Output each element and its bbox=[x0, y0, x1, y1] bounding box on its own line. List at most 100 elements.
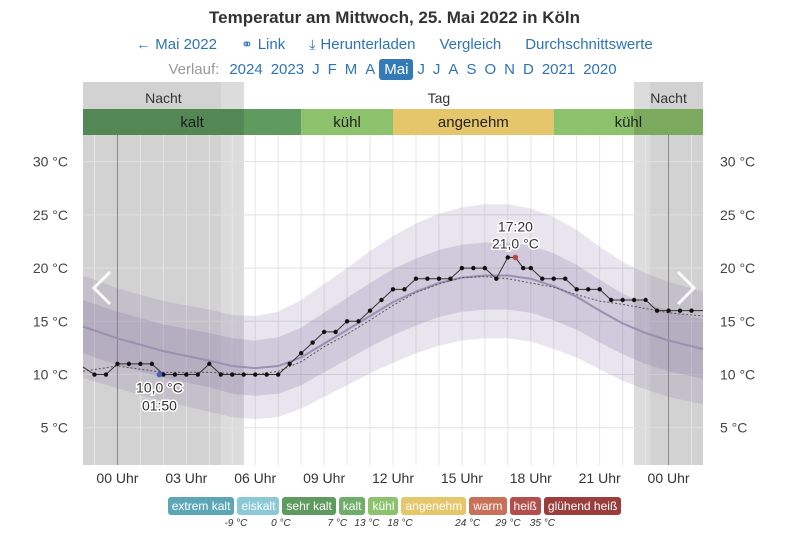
temperature-point-49 bbox=[631, 297, 637, 303]
y-tick-right-5: 30 °C bbox=[720, 154, 755, 170]
daynight-label-0: Nacht bbox=[145, 90, 182, 106]
history-item-12[interactable]: N bbox=[504, 61, 515, 78]
link-icon: ⚭ bbox=[240, 36, 253, 52]
daynight-label-2: Nacht bbox=[650, 90, 687, 106]
legend-threshold-0: -9 °C bbox=[224, 518, 248, 529]
annotation-marker-0 bbox=[512, 254, 519, 261]
legend-chip-8: glühend heiß bbox=[543, 497, 622, 515]
history-item-14[interactable]: 2021 bbox=[541, 61, 576, 78]
next-day-chevron-icon[interactable] bbox=[676, 270, 697, 306]
temperature-point-2 bbox=[103, 372, 109, 377]
temperature-point-3 bbox=[115, 361, 120, 367]
temperature-point-12 bbox=[218, 372, 223, 377]
history-item-10[interactable]: S bbox=[466, 61, 477, 78]
comfort-band-label-2: angenehm bbox=[438, 114, 509, 131]
history-item-7[interactable]: J bbox=[417, 61, 425, 78]
y-tick-right-3: 20 °C bbox=[720, 260, 755, 276]
x-tick-7: 21 Uhr bbox=[579, 470, 621, 486]
history-item-8[interactable]: J bbox=[432, 61, 441, 78]
comfort-band-2 bbox=[393, 109, 554, 135]
temperature-point-27 bbox=[390, 287, 396, 292]
download-link[interactable]: ⤓ Herunterladen bbox=[309, 36, 416, 53]
history-item-11[interactable]: O bbox=[484, 61, 497, 78]
history-item-9[interactable]: A bbox=[448, 61, 459, 78]
legend-chip-7: heiß bbox=[509, 497, 541, 515]
x-tick-2: 06 Uhr bbox=[234, 470, 276, 486]
legend-threshold-3: 13 °C bbox=[354, 518, 380, 529]
temperature-point-46 bbox=[597, 287, 602, 292]
temperature-point-28 bbox=[402, 287, 407, 292]
history-item-2[interactable]: J bbox=[312, 61, 320, 78]
annotation-value-1: 10,0 °C bbox=[136, 380, 183, 396]
x-tick-1: 03 Uhr bbox=[165, 470, 207, 486]
temperature-point-9 bbox=[184, 372, 189, 377]
temperature-point-39 bbox=[521, 265, 526, 271]
temperature-point-18 bbox=[287, 361, 292, 367]
comfort-band-label-3: kühl bbox=[615, 114, 643, 131]
legend-chip-2: sehr kalt bbox=[282, 497, 336, 515]
temperature-point-13 bbox=[230, 372, 235, 377]
legend-chip-3: kalt bbox=[338, 497, 366, 515]
temperature-point-14 bbox=[241, 372, 246, 377]
y-tick-right-0: 5 °C bbox=[720, 420, 747, 436]
y-tick-right-1: 10 °C bbox=[720, 367, 755, 383]
y-tick-left-4: 25 °C bbox=[33, 207, 68, 223]
chart-title: Temperatur am Mittwoch, 25. Mai 2022 in … bbox=[209, 8, 580, 27]
comfort-band-label-0: kalt bbox=[180, 114, 204, 131]
temperature-point-53 bbox=[677, 308, 683, 313]
legend-chip-4: kühl bbox=[368, 497, 399, 515]
temperature-point-45 bbox=[585, 287, 591, 292]
twilight-shade-1 bbox=[634, 82, 651, 465]
temperature-point-22 bbox=[333, 329, 338, 335]
temperature-point-29 bbox=[413, 276, 419, 281]
link-link[interactable]: ⚭ Link bbox=[240, 36, 286, 53]
temperature-point-34 bbox=[471, 265, 476, 271]
history-item-0[interactable]: 2024 bbox=[229, 61, 263, 78]
legend-threshold-2: 7 °C bbox=[327, 518, 348, 529]
legend-chip-6: warm bbox=[469, 497, 507, 515]
legend-chip-5: angenehm bbox=[401, 497, 467, 515]
annotation-time-1: 01:50 bbox=[142, 398, 177, 414]
legend-threshold-5: 24 °C bbox=[455, 518, 481, 529]
temperature-point-5 bbox=[138, 361, 143, 367]
averages-link[interactable]: Durchschnittswerte bbox=[525, 36, 653, 53]
prev-month-link[interactable]: ← Mai 2022 bbox=[136, 36, 217, 53]
temperature-point-54 bbox=[689, 308, 694, 313]
legend-threshold-1: 0 °C bbox=[271, 518, 291, 529]
history-item-4[interactable]: M bbox=[344, 61, 358, 78]
toolbar: ← Mai 2022 ⚭ Link ⤓ Herunterladen Vergleich… bbox=[0, 36, 789, 53]
annotation-time-0: 17:20 bbox=[498, 218, 533, 234]
history-item-1[interactable]: 2023 bbox=[270, 61, 305, 78]
history-item-5[interactable]: A bbox=[365, 61, 376, 78]
temperature-point-32 bbox=[448, 276, 453, 281]
temperature-point-33 bbox=[459, 265, 465, 271]
prev-day-chevron-icon[interactable] bbox=[91, 270, 112, 306]
temperature-point-4 bbox=[126, 361, 132, 367]
download-icon: ⤓ bbox=[309, 36, 316, 52]
y-tick-left-0: 5 °C bbox=[41, 420, 68, 436]
history-item-15[interactable]: 2020 bbox=[583, 61, 617, 78]
temperature-point-23 bbox=[344, 319, 350, 324]
y-tick-left-3: 20 °C bbox=[33, 260, 68, 276]
temperature-point-47 bbox=[608, 297, 614, 303]
comfort-night-overlay-0 bbox=[83, 109, 244, 135]
annotation-marker-1 bbox=[156, 371, 163, 378]
temperature-point-35 bbox=[482, 265, 488, 271]
history-item-6[interactable]: Mai bbox=[379, 59, 414, 80]
temperature-point-11 bbox=[207, 361, 212, 367]
history-item-3[interactable]: F bbox=[327, 61, 337, 78]
color-legend: extrem kalt eiskalt sehr kalt kalt kühl angen… bbox=[0, 497, 789, 515]
temperature-point-31 bbox=[436, 276, 442, 281]
temperature-point-44 bbox=[574, 287, 579, 292]
temperature-point-19 bbox=[298, 351, 304, 356]
history-item-13[interactable]: D bbox=[522, 61, 534, 78]
annotation-value-0: 21,0 °C bbox=[492, 235, 539, 251]
comfort-band-1 bbox=[301, 109, 393, 135]
legend-threshold-4: 18 °C bbox=[387, 518, 413, 529]
y-tick-right-2: 15 °C bbox=[720, 313, 755, 329]
x-tick-4: 12 Uhr bbox=[372, 470, 414, 486]
arrow-left-icon: ← bbox=[136, 36, 151, 52]
temperature-point-17 bbox=[275, 372, 281, 377]
y-tick-right-4: 25 °C bbox=[720, 207, 755, 223]
compare-link[interactable]: Vergleich bbox=[439, 36, 502, 53]
